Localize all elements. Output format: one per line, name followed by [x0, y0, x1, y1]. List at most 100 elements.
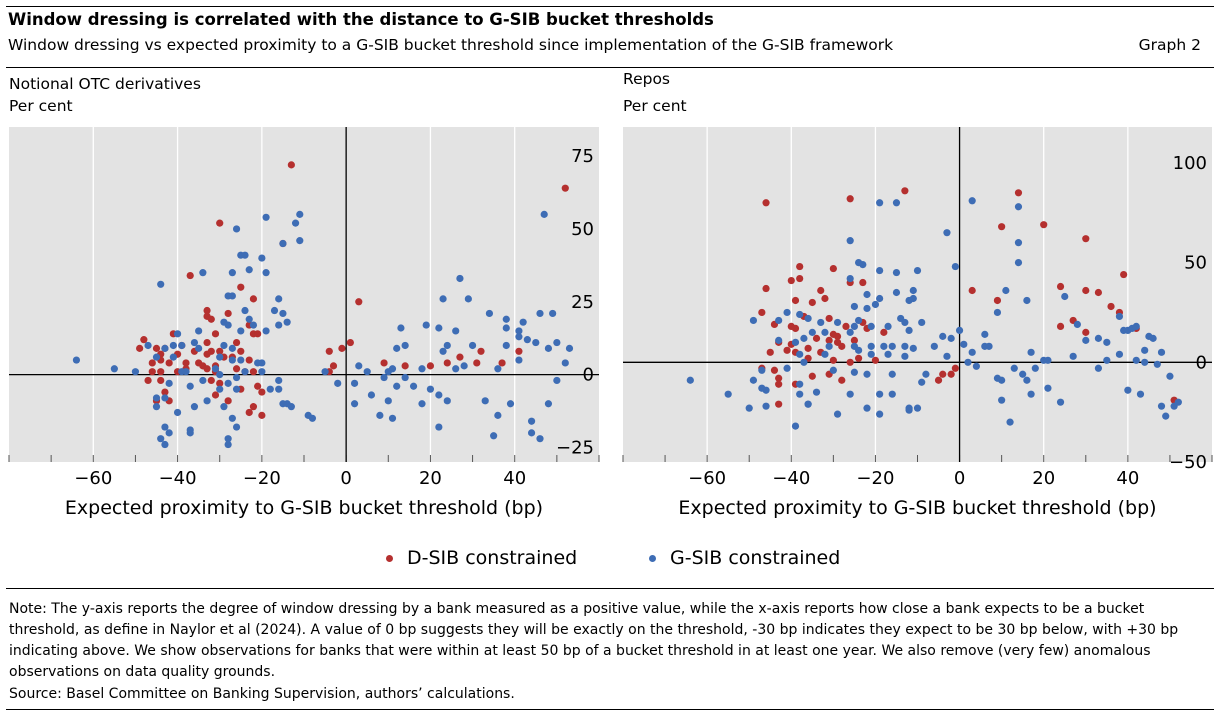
repos-point-g-sib	[905, 406, 913, 414]
otc-point-d-sib	[203, 338, 211, 347]
otc-point-g-sib	[296, 237, 304, 245]
otc-point-d-sib	[258, 388, 266, 396]
otc-point-g-sib	[443, 397, 451, 405]
repos-point-d-sib	[1120, 270, 1128, 279]
otc-point-g-sib	[266, 385, 274, 393]
repos-point-d-sib	[770, 366, 779, 374]
footnote: Note: The y-axis reports the degree of w…	[9, 601, 1179, 680]
otc-point-g-sib	[186, 429, 194, 437]
otc-point-g-sib	[270, 306, 279, 315]
repos-point-g-sib	[775, 316, 783, 325]
otc-point-g-sib	[169, 353, 177, 361]
repos-point-g-sib	[783, 308, 791, 317]
otc-point-d-sib	[216, 219, 224, 227]
repos-point-d-sib	[968, 286, 976, 295]
otc-point-d-sib	[258, 411, 266, 419]
otc-point-g-sib	[262, 269, 270, 277]
otc-point-g-sib	[380, 373, 388, 382]
otc-point-g-sib	[161, 394, 169, 402]
repos-point-g-sib	[888, 390, 896, 398]
otc-point-g-sib	[452, 327, 460, 335]
otc-point-d-sib	[148, 359, 156, 367]
otc-point-g-sib	[275, 321, 283, 329]
repos-point-d-sib	[787, 276, 795, 285]
otc-point-g-sib	[190, 403, 199, 411]
repos-point-d-sib	[804, 344, 812, 352]
otc-point-g-sib	[241, 306, 249, 315]
graph-number: Graph 2	[1138, 36, 1201, 54]
otc-point-g-sib	[157, 435, 165, 443]
otc-point-d-sib	[325, 347, 333, 355]
otc-point-g-sib	[443, 341, 451, 350]
repos-point-g-sib	[833, 410, 842, 418]
repos-point-d-sib	[842, 322, 850, 331]
repos-point-d-sib	[850, 336, 858, 344]
repos-point-g-sib	[939, 332, 947, 340]
repos-point-g-sib	[846, 274, 854, 283]
otc-point-d-sib	[165, 359, 173, 367]
otc-point-d-sib	[355, 298, 363, 306]
otc-point-g-sib	[490, 432, 498, 440]
otc-point-g-sib	[262, 213, 270, 221]
otc-point-g-sib	[157, 280, 165, 288]
repos-point-g-sib	[867, 322, 875, 331]
legend-item-d-sib: D-SIB constrained	[386, 547, 577, 569]
repos-point-g-sib	[1115, 350, 1124, 358]
otc-point-d-sib	[254, 330, 262, 338]
otc-point-d-sib	[152, 344, 161, 352]
otc-point-d-sib	[232, 338, 241, 347]
repos-point-d-sib	[901, 187, 909, 195]
otc-point-d-sib	[182, 359, 190, 367]
repos-point-d-sib	[775, 400, 783, 408]
repos-point-g-sib	[905, 296, 913, 305]
repos-point-g-sib	[1027, 390, 1035, 398]
repos-point-d-sib	[817, 286, 825, 295]
repos-point-g-sib	[863, 404, 871, 412]
repos-point-g-sib	[972, 362, 980, 370]
otc-point-d-sib	[136, 344, 144, 352]
repos-point-g-sib	[913, 266, 922, 275]
otc-point-g-sib	[220, 318, 228, 326]
otc-point-d-sib	[224, 309, 232, 318]
repos-point-g-sib	[749, 316, 758, 325]
otc-point-g-sib	[258, 254, 266, 262]
otc-point-g-sib	[228, 292, 236, 300]
repos-point-d-sib	[1056, 282, 1065, 291]
otc-point-g-sib	[220, 341, 228, 350]
repos-point-g-sib	[985, 342, 993, 350]
repos-point-g-sib	[812, 388, 821, 396]
otc-point-g-sib	[418, 365, 426, 373]
repos-y-tick-label: 0	[1196, 352, 1207, 373]
otc-point-g-sib	[367, 391, 376, 399]
otc-point-d-sib	[224, 397, 232, 405]
repos-point-g-sib	[850, 302, 858, 311]
repos-point-d-sib	[1082, 286, 1090, 295]
repos-point-d-sib	[1107, 302, 1115, 311]
repos-point-d-sib	[947, 370, 955, 378]
otc-point-d-sib	[498, 359, 506, 367]
otc-point-g-sib	[376, 411, 384, 419]
otc-point-g-sib	[515, 356, 523, 364]
repos-point-g-sib	[876, 410, 884, 418]
repos-point-g-sib	[998, 376, 1006, 384]
otc-point-g-sib	[291, 219, 300, 227]
repos-x-axis-label: Expected proximity to G-SIB bucket thres…	[678, 497, 1156, 519]
repos-point-g-sib	[943, 229, 951, 237]
otc-point-g-sib	[435, 423, 443, 431]
otc-point-d-sib	[144, 376, 152, 385]
repos-point-d-sib	[825, 314, 833, 323]
legend-label-d-sib: D-SIB constrained	[407, 547, 578, 569]
repos-point-g-sib	[1141, 358, 1149, 366]
repos-point-d-sib	[783, 346, 791, 354]
repos-point-g-sib	[1153, 360, 1161, 368]
repos-point-d-sib	[1014, 189, 1023, 197]
otc-point-g-sib	[216, 353, 224, 361]
repos-point-d-sib	[1082, 328, 1090, 336]
otc-point-g-sib	[561, 359, 569, 367]
otc-point-g-sib	[397, 324, 405, 332]
otc-point-g-sib	[553, 338, 561, 347]
otc-point-d-sib	[249, 368, 258, 376]
otc-point-g-sib	[506, 400, 515, 408]
otc-point-g-sib	[502, 341, 510, 350]
otc-point-g-sib	[464, 295, 472, 303]
